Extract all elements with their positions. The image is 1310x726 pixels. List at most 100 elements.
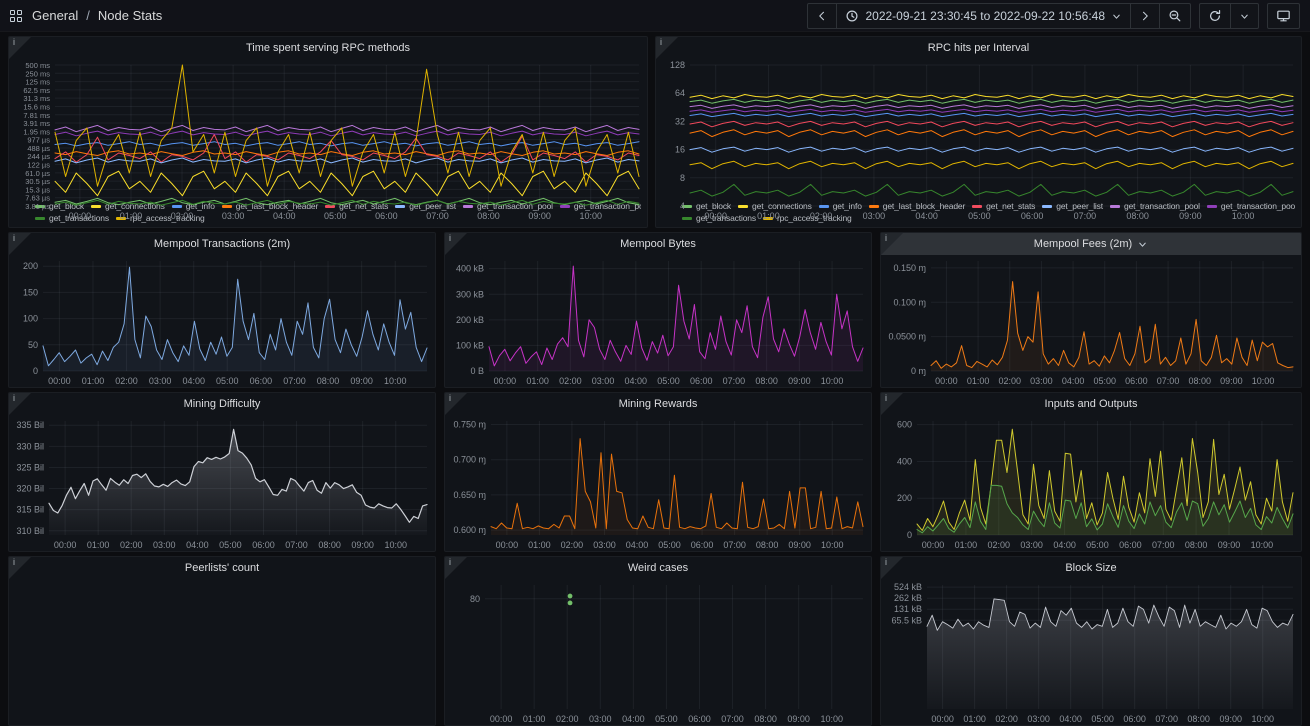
svg-text:07:00: 07:00 <box>426 211 449 221</box>
svg-text:07:00: 07:00 <box>1155 714 1178 724</box>
svg-text:07:00: 07:00 <box>283 376 306 386</box>
svg-text:03:00: 03:00 <box>589 714 612 724</box>
panel-info-corner[interactable]: i <box>445 393 467 415</box>
svg-text:08:00: 08:00 <box>477 211 500 221</box>
svg-text:04:00: 04:00 <box>622 714 645 724</box>
svg-text:524 kB: 524 kB <box>894 582 922 592</box>
panel-info-corner[interactable]: i <box>9 557 31 579</box>
svg-text:03:00: 03:00 <box>153 540 176 550</box>
svg-text:00:00: 00:00 <box>704 211 727 221</box>
chevron-down-icon <box>1111 11 1122 22</box>
panel-info-corner[interactable]: i <box>881 557 903 579</box>
svg-text:10:00: 10:00 <box>1251 714 1274 724</box>
panel-info-corner[interactable]: i <box>656 37 678 59</box>
svg-text:330 Bil: 330 Bil <box>16 441 44 451</box>
svg-text:00:00: 00:00 <box>922 540 945 550</box>
svg-text:02:00: 02:00 <box>115 376 138 386</box>
panel-title: Mining Rewards <box>619 398 698 410</box>
svg-text:3.81 µs: 3.81 µs <box>25 202 50 211</box>
chevron-down-icon <box>1239 11 1250 22</box>
svg-text:09:00: 09:00 <box>788 540 811 550</box>
svg-text:05:00: 05:00 <box>324 211 347 221</box>
breadcrumb-section[interactable]: General <box>32 8 78 23</box>
svg-text:04:00: 04:00 <box>182 376 205 386</box>
svg-text:0 ɱ: 0 ɱ <box>911 366 926 376</box>
panel-info-corner[interactable]: i <box>881 393 903 415</box>
panel-info-corner[interactable]: i <box>445 233 467 255</box>
panel-info-corner[interactable]: i <box>9 37 31 59</box>
svg-text:06:00: 06:00 <box>250 376 273 386</box>
svg-text:15.3 µs: 15.3 µs <box>25 185 50 194</box>
panel-header[interactable]: Peerlists' count <box>9 557 435 579</box>
panel-header[interactable]: Time spent serving RPC methods <box>9 37 647 59</box>
breadcrumb-separator: / <box>86 8 90 23</box>
refresh-button[interactable] <box>1200 4 1230 28</box>
panel-info-corner[interactable]: i <box>445 557 467 579</box>
svg-text:100 kB: 100 kB <box>456 340 484 350</box>
time-back-button[interactable] <box>808 4 836 28</box>
panel-header[interactable]: Mempool Transactions (2m) <box>9 233 435 255</box>
svg-text:04:00: 04:00 <box>186 540 209 550</box>
svg-text:07:00: 07:00 <box>1074 211 1097 221</box>
svg-text:335 Bil: 335 Bil <box>16 420 44 430</box>
svg-text:80: 80 <box>470 594 480 604</box>
panel-header[interactable]: Block Size <box>881 557 1301 579</box>
time-forward-button[interactable] <box>1130 4 1159 28</box>
panel-header[interactable]: RPC hits per Interval <box>656 37 1301 59</box>
svg-text:03:00: 03:00 <box>1020 540 1043 550</box>
svg-text:50: 50 <box>28 340 38 350</box>
panel-header[interactable]: Weird cases <box>445 557 871 579</box>
svg-text:02:00: 02:00 <box>995 714 1018 724</box>
svg-text:06:00: 06:00 <box>1021 211 1044 221</box>
svg-text:03:00: 03:00 <box>863 211 886 221</box>
panel-title: Block Size <box>1065 562 1116 574</box>
svg-text:00:00: 00:00 <box>54 540 77 550</box>
chevron-down-icon <box>1137 239 1148 250</box>
svg-text:00:00: 00:00 <box>48 376 71 386</box>
svg-text:03:00: 03:00 <box>593 540 616 550</box>
panel-header[interactable]: Inputs and Outputs <box>881 393 1301 415</box>
peerlists-count-chart[interactable] <box>9 579 435 725</box>
panel-title: Mempool Bytes <box>620 238 696 250</box>
info-icon: i <box>449 557 451 567</box>
svg-text:31.3 ms: 31.3 ms <box>23 94 50 103</box>
panel-info-corner[interactable]: i <box>9 393 31 415</box>
info-icon: i <box>449 393 451 403</box>
breadcrumb-page[interactable]: Node Stats <box>98 8 162 23</box>
panel-info-corner[interactable]: i <box>9 233 31 255</box>
svg-text:04:00: 04:00 <box>1062 376 1085 386</box>
panel-header[interactable]: Mining Rewards <box>445 393 871 415</box>
time-controls: 2022-09-21 23:30:45 to 2022-09-22 10:56:… <box>807 3 1300 29</box>
svg-text:32: 32 <box>675 116 685 126</box>
panel-header[interactable]: Mining Difficulty <box>9 393 435 415</box>
svg-text:07:00: 07:00 <box>723 540 746 550</box>
svg-text:05:00: 05:00 <box>658 540 681 550</box>
panel-title: Peerlists' count <box>185 562 259 574</box>
svg-text:325 Bil: 325 Bil <box>16 462 44 472</box>
zoom-out-icon <box>1168 9 1182 23</box>
svg-text:00:00: 00:00 <box>931 714 954 724</box>
svg-text:07:00: 07:00 <box>723 376 746 386</box>
panel-header[interactable]: Mempool Bytes <box>445 233 871 255</box>
info-icon: i <box>885 557 887 567</box>
panel-header-selected[interactable]: Mempool Fees (2m) <box>881 233 1301 255</box>
kiosk-mode-button[interactable] <box>1268 4 1299 28</box>
panel-info-corner[interactable]: i <box>881 233 903 255</box>
time-range-button[interactable]: 2022-09-21 23:30:45 to 2022-09-22 10:56:… <box>836 4 1130 28</box>
apps-grid-icon[interactable] <box>10 10 22 22</box>
zoom-out-button[interactable] <box>1159 4 1190 28</box>
refresh-interval-button[interactable] <box>1230 4 1258 28</box>
svg-text:977 µs: 977 µs <box>27 136 50 145</box>
